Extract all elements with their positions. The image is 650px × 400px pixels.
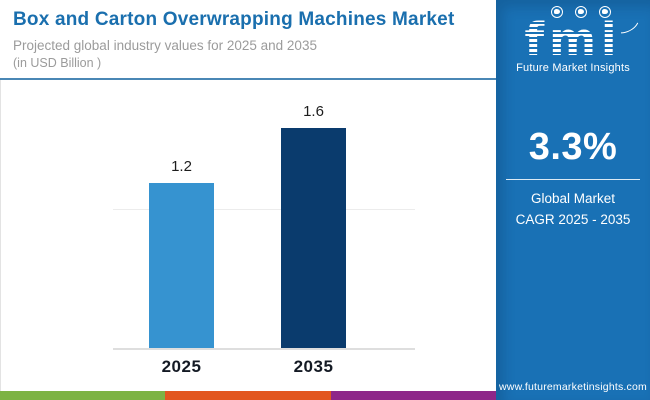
globe-icon [551, 6, 563, 18]
logo-tagline: Future Market Insights [516, 62, 630, 75]
bar-2025 [149, 183, 214, 348]
bar-value-label: 1.6 [303, 103, 324, 120]
x-axis-label: 2035 [293, 357, 334, 376]
globe-icon [575, 6, 587, 18]
cagr-label-line1: Global Market [530, 191, 616, 207]
brand-sidebar: fmi Future Market Insights 3.3% Global M… [496, 0, 650, 400]
globe-icon [599, 6, 611, 18]
strip-segment-green [0, 391, 166, 400]
strip-segment-purple [330, 391, 496, 400]
x-axis-label: 2025 [161, 357, 202, 376]
footer-color-strip [0, 391, 496, 400]
website-link[interactable]: www.futuremarketinsights.com [499, 381, 647, 393]
header: Box and Carton Overwrapping Machines Mar… [0, 0, 496, 80]
cagr-block: 3.3% Global Market CAGR 2025 - 2035 [496, 126, 650, 231]
chart-subtitle: Projected global industry values for 202… [13, 38, 317, 53]
logo-wordmark: fmi [524, 13, 622, 66]
plot-area: 1.2 2025 1.6 2035 [113, 100, 415, 376]
bar-group-2025: 1.2 2025 [149, 100, 214, 376]
logo-globe-icons [532, 6, 630, 18]
gridline [113, 209, 415, 210]
bar-2035 [281, 128, 346, 348]
chart-units-label: (in USD Billion ) [13, 56, 102, 70]
cagr-divider [506, 179, 640, 181]
strip-segment-orange [165, 391, 331, 400]
fmi-logo: fmi Future Market Insights [516, 6, 643, 75]
bar-group-2035: 1.6 2035 [281, 100, 346, 376]
bar-value-label: 1.2 [171, 158, 192, 175]
page-title: Box and Carton Overwrapping Machines Mar… [13, 9, 455, 30]
cagr-value: 3.3% [528, 126, 618, 169]
cagr-label-line2: CAGR 2025 - 2035 [515, 212, 631, 228]
